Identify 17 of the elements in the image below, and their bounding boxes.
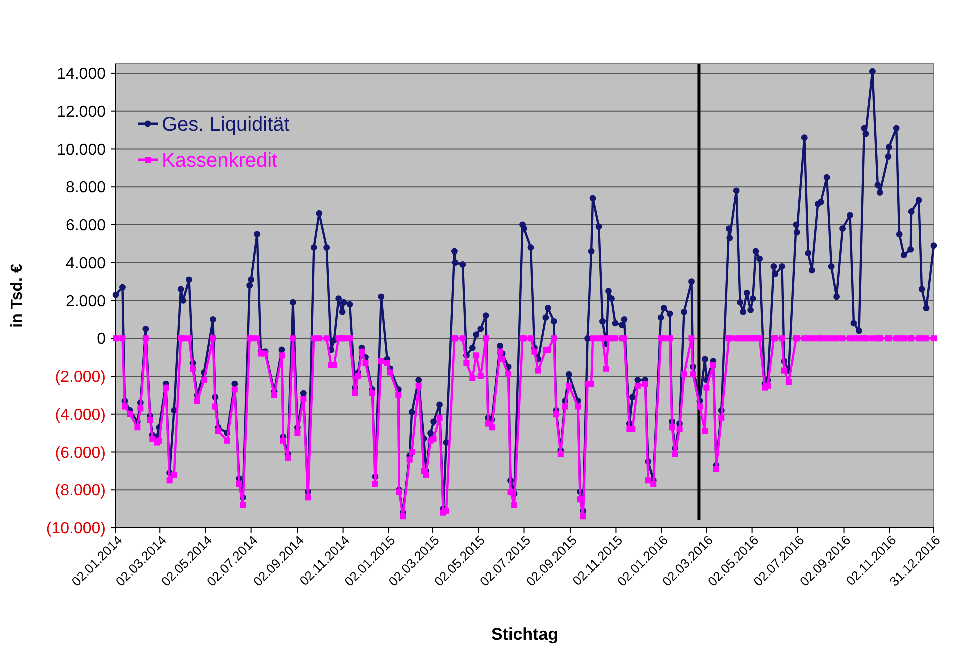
y-tick-label: 2.000 <box>66 293 106 310</box>
y-tick-label: 0 <box>97 331 106 348</box>
y-tick-label: (6.000) <box>55 444 106 462</box>
x-axis-title: Stichtag <box>491 625 559 644</box>
y-tick-label: (8.000) <box>55 482 106 500</box>
y-tick-label: 8.000 <box>66 180 106 197</box>
y-tick-label: 12.000 <box>57 104 106 121</box>
y-tick-label: 6.000 <box>66 218 106 235</box>
y-tick-label: 10.000 <box>57 142 106 159</box>
legend-label: Ges. Liquidität <box>162 114 290 136</box>
y-tick-label: (4.000) <box>55 406 106 424</box>
legend-label: Kassenkredit <box>162 150 278 172</box>
y-tick-label: (10.000) <box>46 520 106 538</box>
y-tick-label: (2.000) <box>55 369 106 386</box>
y-tick-label: 4.000 <box>66 255 106 272</box>
y-axis-title: in Tsd. € <box>9 264 26 328</box>
y-tick-label: 14.000 <box>57 66 106 84</box>
